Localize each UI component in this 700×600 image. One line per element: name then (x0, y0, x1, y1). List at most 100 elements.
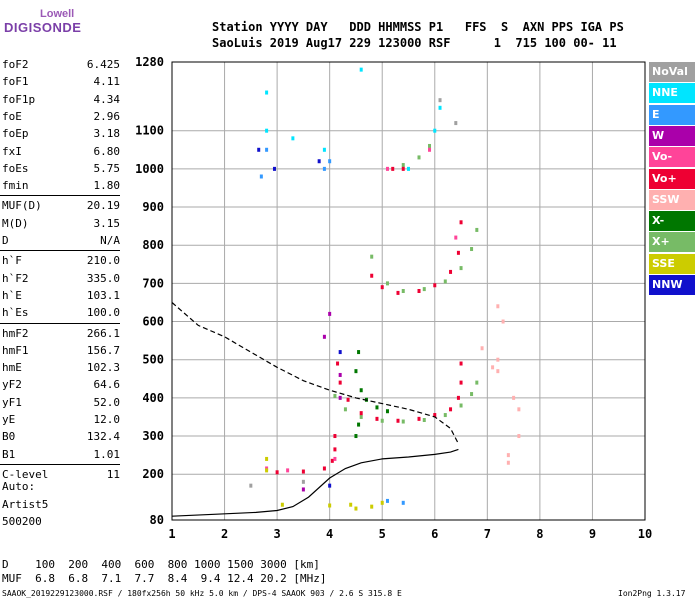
data-point (443, 413, 447, 418)
param-value: 4.11 (93, 75, 121, 89)
data-point (401, 500, 405, 505)
param-value: 3.15 (93, 216, 121, 230)
data-point (333, 393, 337, 398)
data-point (385, 281, 389, 286)
x-tick-label: 4 (326, 527, 333, 541)
data-point (470, 247, 474, 252)
data-point (454, 121, 458, 126)
data-point (443, 279, 447, 284)
param-separator (0, 322, 120, 324)
param-name: h`E (2, 288, 22, 302)
muf-table-muf: MUF 6.8 6.8 7.1 7.7 8.4 9.4 12.4 20.2 [M… (2, 572, 327, 585)
legend-item: E (649, 104, 695, 125)
data-point (322, 147, 326, 152)
param-separator (0, 463, 120, 465)
data-point (370, 254, 374, 259)
param-name: h`F (2, 254, 22, 268)
param-value: 103.1 (86, 288, 120, 302)
data-point (291, 136, 295, 141)
param-name: MUF(D) (2, 199, 42, 213)
autoscaling-artist: Artist5 (2, 498, 49, 511)
param-value: 6.80 (93, 144, 121, 158)
param-name: yE (2, 413, 16, 426)
param-name: foF1 (2, 75, 29, 89)
param-value: 2.96 (93, 109, 121, 123)
param-name: yF1 (2, 395, 22, 409)
data-point (456, 250, 460, 255)
param-name: h`Es (2, 306, 29, 320)
x-tick-label: 6 (431, 527, 438, 541)
param-row: foF2 6.425 (2, 58, 120, 71)
y-tick-label: 800 (142, 238, 164, 252)
data-point (359, 388, 363, 393)
param-name: foEs (2, 161, 29, 175)
data-point (343, 407, 347, 412)
data-point (456, 395, 460, 400)
param-value: 12.0 (93, 413, 121, 426)
data-point (459, 220, 463, 225)
data-point (480, 346, 484, 351)
y-tick-label: 1000 (135, 162, 164, 176)
data-point (333, 456, 337, 461)
param-row: foF1 4.11 (2, 75, 120, 88)
param-row: yF2 64.6 (2, 378, 120, 391)
legend-item: Vo- (649, 147, 695, 168)
data-point (396, 418, 400, 423)
param-row: MUF(D) 20.19 (2, 199, 120, 212)
param-row: M(D) 3.15 (2, 217, 120, 230)
header-line-2: SaoLuis 2019 Aug17 229 123000 RSF 1 715 … (212, 36, 617, 50)
data-point (301, 479, 305, 484)
data-point (328, 483, 332, 488)
param-name: hmE (2, 361, 22, 375)
data-point (512, 395, 516, 400)
param-row: fxI 6.80 (2, 145, 120, 158)
param-value: 102.3 (86, 361, 120, 375)
y-tick-label: 1100 (135, 124, 164, 138)
header-line-1: Station YYYY DAY DDD HHMMSS P1 FFS S AXN… (212, 20, 624, 34)
data-point (407, 166, 410, 171)
data-point (359, 414, 363, 419)
data-point (330, 458, 334, 463)
param-row: hmF1 156.7 (2, 344, 120, 357)
legend-item: SSE (649, 253, 695, 274)
muf-table-distance: D 100 200 400 600 800 1000 1500 3000 [km… (2, 558, 320, 571)
data-point (433, 283, 437, 288)
param-name: M(D) (2, 216, 29, 230)
data-point (349, 502, 353, 507)
autoscaling-label: Auto: (2, 480, 36, 493)
data-point (385, 409, 389, 414)
data-point (328, 503, 332, 508)
param-name: hmF2 (2, 326, 29, 340)
data-point (506, 453, 510, 458)
data-point (272, 166, 276, 171)
param-value: 100.0 (86, 306, 120, 320)
param-value: 52.0 (93, 395, 121, 409)
param-value: 20.19 (86, 199, 120, 213)
logo-lowell: Lowell (40, 8, 75, 20)
y-tick-label: 600 (142, 315, 164, 329)
data-point (496, 304, 500, 309)
data-point (301, 469, 305, 474)
param-name: C-level (2, 467, 49, 481)
footer-version: Ion2Png 1.3.17 (618, 589, 686, 598)
data-point (417, 416, 421, 421)
param-value: 64.6 (93, 378, 121, 392)
y-tick-label: 700 (142, 276, 164, 290)
data-point (380, 500, 384, 505)
data-point (417, 155, 421, 160)
data-point (375, 405, 379, 410)
legend-item: SSW (649, 189, 695, 210)
x-tick-label: 8 (536, 527, 543, 541)
y-tick-label: 200 (142, 467, 164, 481)
legend-item: X+ (649, 232, 695, 253)
extrapolated-profile-line (171, 302, 459, 444)
param-name: foEp (2, 127, 29, 141)
data-point (454, 235, 458, 240)
param-row: fmin 1.80 (2, 179, 120, 192)
legend-item: W (649, 125, 695, 146)
data-point (265, 147, 269, 152)
data-point (470, 392, 474, 397)
data-point (336, 361, 340, 366)
param-name: yF2 (2, 378, 22, 392)
data-point (328, 311, 332, 316)
